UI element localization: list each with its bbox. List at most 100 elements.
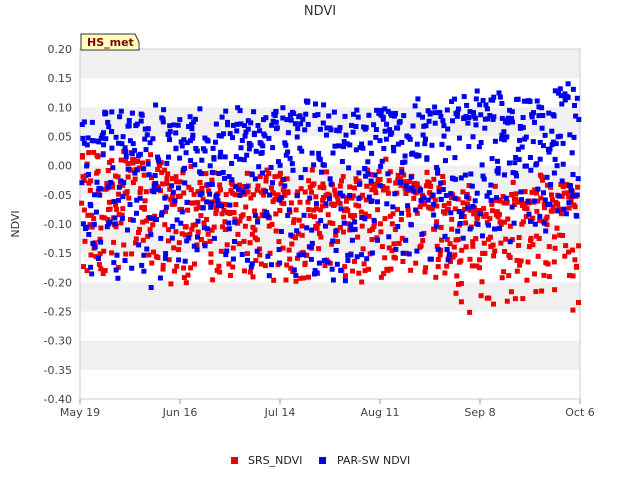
data-point: [287, 112, 293, 118]
data-point: [280, 115, 286, 121]
data-point: [551, 259, 557, 265]
data-point: [359, 215, 365, 220]
data-point: [439, 237, 445, 243]
data-point: [309, 227, 315, 233]
data-point: [451, 244, 457, 250]
data-point: [541, 143, 546, 149]
data-point: [549, 142, 555, 148]
data-point: [294, 134, 300, 140]
data-point: [463, 220, 469, 226]
data-point: [570, 86, 576, 92]
data-point: [182, 232, 188, 238]
data-point: [429, 142, 435, 148]
data-point: [233, 184, 238, 190]
data-point: [360, 246, 366, 252]
data-point: [275, 192, 281, 198]
data-point: [162, 255, 168, 261]
data-point: [467, 226, 473, 232]
data-point: [364, 256, 370, 262]
data-point: [98, 225, 104, 231]
data-point: [184, 238, 190, 244]
data-point: [177, 179, 183, 185]
data-point: [209, 227, 215, 233]
data-point: [542, 132, 548, 138]
data-point: [318, 234, 324, 240]
data-point: [325, 259, 331, 265]
data-point: [499, 132, 505, 138]
data-point: [337, 183, 343, 189]
data-point: [102, 215, 108, 221]
data-point: [108, 179, 114, 185]
data-point: [488, 197, 494, 203]
data-point: [141, 172, 147, 178]
data-point: [532, 187, 538, 193]
data-point: [435, 264, 441, 270]
data-point: [381, 146, 387, 151]
data-point: [176, 247, 182, 253]
data-point: [479, 279, 485, 285]
data-point: [528, 167, 534, 173]
data-point: [204, 199, 210, 205]
data-point: [97, 251, 103, 257]
data-point: [569, 188, 574, 193]
data-point: [536, 113, 542, 119]
data-point: [559, 101, 565, 107]
data-point: [130, 217, 136, 223]
data-point: [226, 261, 232, 267]
data-point: [515, 146, 521, 152]
data-point: [169, 235, 175, 241]
data-point: [446, 251, 452, 257]
data-point: [431, 201, 437, 207]
data-point: [236, 241, 242, 247]
data-point: [530, 139, 536, 145]
data-point: [515, 96, 521, 102]
data-point: [385, 267, 391, 273]
data-point: [507, 239, 513, 245]
data-point: [445, 257, 451, 263]
data-point: [428, 256, 434, 262]
data-point: [98, 135, 104, 141]
data-point: [301, 275, 306, 281]
data-point: [334, 194, 340, 200]
data-point: [403, 250, 409, 256]
data-point: [111, 239, 117, 245]
data-point: [189, 126, 195, 132]
data-point: [458, 299, 464, 305]
data-point: [81, 264, 86, 270]
data-point: [81, 140, 87, 146]
data-point: [479, 233, 485, 239]
data-point: [532, 221, 538, 227]
data-point: [420, 114, 425, 120]
data-point: [558, 211, 564, 217]
data-point: [261, 192, 266, 198]
data-point: [409, 185, 415, 191]
data-point: [444, 237, 450, 242]
data-point: [302, 167, 308, 173]
data-point: [240, 212, 246, 218]
data-point: [160, 262, 166, 268]
data-point: [538, 195, 544, 201]
data-point: [142, 126, 148, 132]
data-point: [518, 189, 524, 195]
data-point: [179, 143, 185, 149]
data-point: [159, 169, 165, 175]
data-point: [137, 195, 143, 201]
data-point: [235, 231, 241, 237]
data-point: [353, 124, 359, 129]
data-point: [491, 301, 496, 307]
data-point: [510, 119, 515, 125]
data-point: [277, 197, 283, 203]
data-point: [277, 170, 283, 176]
data-point: [327, 220, 333, 226]
data-point: [471, 211, 477, 217]
data-point: [342, 278, 348, 284]
data-point: [435, 170, 441, 176]
data-point: [95, 154, 101, 160]
data-point: [411, 195, 417, 201]
data-point: [441, 203, 447, 209]
data-point: [179, 231, 185, 237]
data-point: [166, 154, 171, 160]
data-point: [346, 165, 352, 171]
data-point: [195, 189, 201, 195]
data-point: [355, 234, 361, 240]
